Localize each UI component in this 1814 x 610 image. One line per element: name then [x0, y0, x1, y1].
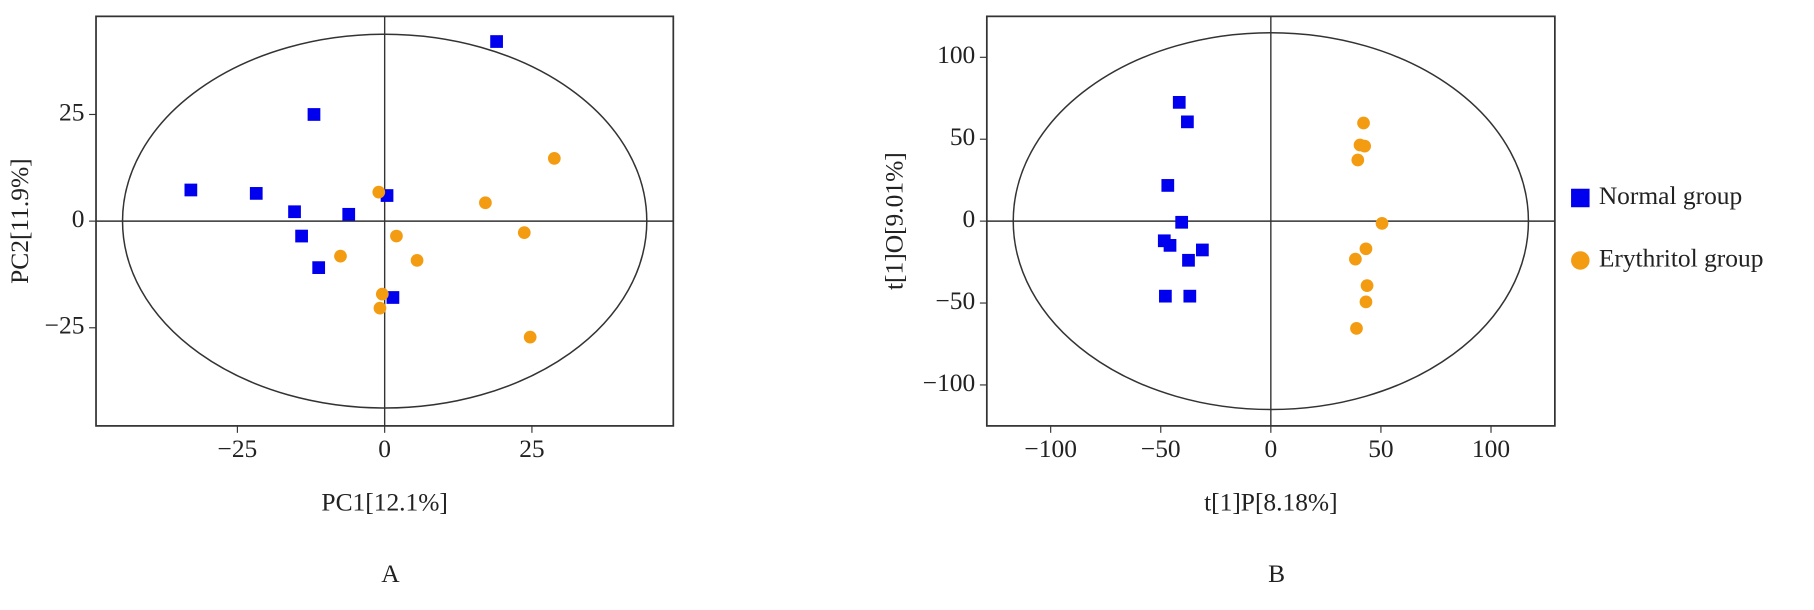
- y-tick-label: −100: [923, 368, 976, 397]
- point: [1161, 179, 1175, 192]
- point: [295, 229, 308, 243]
- y-axis-label: t[1]O[9.01%]: [879, 152, 908, 290]
- point: [342, 207, 356, 221]
- point: [373, 301, 387, 315]
- x-tick-label: −50: [1141, 434, 1181, 463]
- point: [1349, 252, 1362, 266]
- point: [490, 35, 503, 48]
- y-tick-label: 50: [950, 122, 975, 151]
- panel-label: B: [1268, 559, 1285, 588]
- y-axis-label: PC2[11.9%]: [5, 158, 34, 284]
- x-tick-label: 0: [378, 434, 391, 463]
- point: [1196, 243, 1209, 257]
- point: [312, 261, 326, 274]
- x-tick-label: 100: [1472, 434, 1510, 463]
- point: [249, 187, 263, 200]
- point: [1175, 215, 1189, 229]
- point: [1183, 289, 1197, 303]
- point: [523, 330, 537, 344]
- point: [1181, 115, 1194, 129]
- point: [390, 229, 403, 243]
- x-tick-label: −25: [217, 434, 257, 463]
- point: [1163, 239, 1177, 252]
- legend-marker: [1571, 188, 1590, 208]
- point: [288, 205, 301, 219]
- x-tick-label: 0: [1264, 434, 1277, 463]
- point: [372, 185, 386, 199]
- point: [547, 152, 561, 165]
- legend-label: Erythritol group: [1599, 243, 1764, 272]
- point: [1182, 253, 1195, 267]
- point: [307, 108, 321, 121]
- point: [184, 183, 198, 197]
- confidence-ellipse: [121, 33, 648, 409]
- x-axis-label: t[1]P[8.18%]: [1204, 487, 1338, 516]
- legend-marker: [1571, 251, 1590, 270]
- y-tick-label: 100: [937, 40, 975, 69]
- point: [479, 196, 492, 210]
- point: [1159, 289, 1172, 303]
- legend-label: Normal group: [1599, 181, 1742, 210]
- y-tick-label: 25: [59, 97, 84, 126]
- point: [1358, 139, 1371, 153]
- point: [1360, 279, 1374, 293]
- point: [1350, 322, 1363, 335]
- point: [1357, 116, 1370, 130]
- point: [1359, 295, 1373, 309]
- confidence-ellipse: [1012, 31, 1530, 411]
- y-tick-label: 0: [72, 204, 85, 233]
- point: [1172, 95, 1186, 109]
- x-tick-label: −100: [1024, 434, 1077, 463]
- point: [1359, 242, 1373, 256]
- x-tick-label: 50: [1368, 434, 1393, 463]
- point: [517, 226, 531, 240]
- point: [1351, 153, 1365, 167]
- x-axis-label: PC1[12.1%]: [321, 487, 447, 516]
- y-tick-label: −25: [45, 311, 85, 340]
- point: [1375, 217, 1389, 230]
- point: [410, 254, 424, 267]
- y-tick-label: 0: [963, 204, 976, 233]
- point: [386, 291, 400, 304]
- x-tick-label: 25: [519, 434, 544, 463]
- panel-label: A: [381, 559, 400, 588]
- point: [375, 287, 389, 301]
- point: [334, 249, 347, 263]
- y-tick-label: −50: [935, 286, 975, 315]
